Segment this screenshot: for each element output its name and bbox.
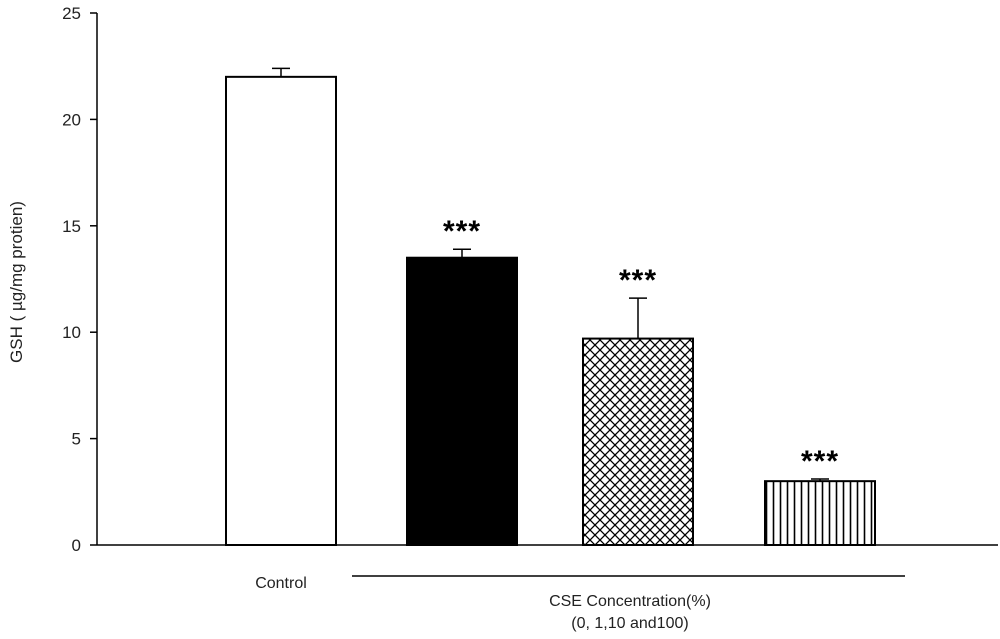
- bars: Control *** *** ***: [225, 67, 876, 592]
- significance-label: ***: [619, 264, 657, 297]
- bar: [582, 337, 694, 547]
- significance-label: ***: [443, 215, 481, 248]
- y-tick-label: 10: [62, 323, 81, 342]
- y-tick-label: 25: [62, 4, 81, 23]
- category-label: Control: [255, 575, 307, 592]
- group-label-line2: (0, 1,10 and100): [571, 615, 688, 632]
- y-tick-label: 20: [62, 110, 81, 129]
- group-label-line1: CSE Concentration(%): [549, 593, 711, 610]
- axes: 0 5 10 15 20 25: [62, 4, 998, 555]
- y-tick-label: 5: [72, 430, 81, 449]
- y-axis-title: GSH ( µg/mg protien): [7, 201, 26, 363]
- significance-label: ***: [801, 445, 839, 478]
- y-tick-label: 0: [72, 536, 81, 555]
- bar: [406, 256, 518, 546]
- bar: [764, 480, 876, 547]
- y-tick-label: 15: [62, 217, 81, 236]
- bar: [225, 75, 337, 546]
